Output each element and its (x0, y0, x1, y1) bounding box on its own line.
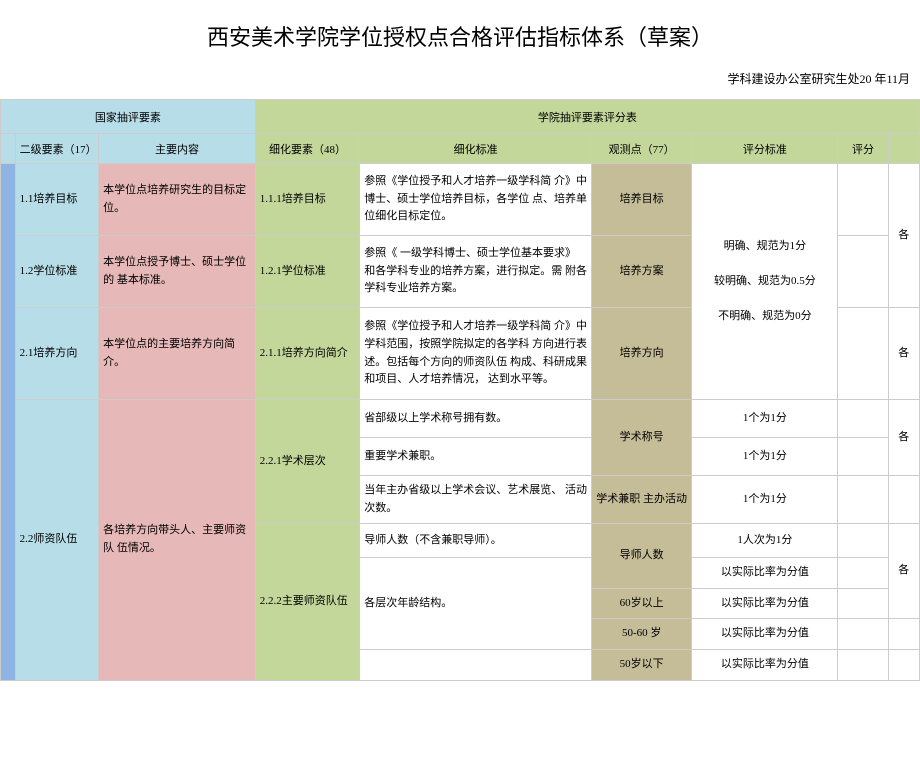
cell-score (838, 236, 888, 308)
cell-score-std: 1个为1分 (692, 400, 838, 438)
cell-content: 本学位点的主要培养方向简介。 (99, 308, 256, 400)
cell-lvl2: 2.1培养方向 (15, 308, 99, 400)
cell-std: 各层次年龄结构。 (360, 558, 592, 650)
hdr-lvl2: 二级要素（17） (15, 134, 99, 164)
table-row: 2.2师资队伍 各培养方向带头人、主要师资队 伍情况。 2.2.1学术层次 省部… (1, 400, 920, 438)
cell-obs: 50-60 岁 (592, 619, 692, 650)
hdr-score-std: 评分标准 (692, 134, 838, 164)
hdr-lvl1 (1, 134, 16, 164)
cell-std: 当年主办省级以上学术会议、艺术展览、 活动次数。 (360, 476, 592, 524)
hdr-trail (888, 134, 919, 164)
table-row: 1.1培养目标 本学位点培养研究生的目标定 位。 1.1.1培养目标 参照《学位… (1, 164, 920, 236)
cell-detail: 2.2.1学术层次 (255, 400, 359, 524)
cell-obs: 学术兼职 主办活动 (592, 476, 692, 524)
table-header-sub: 二级要素（17） 主要内容 细化要素（48） 细化标准 观测点（77） 评分标准… (1, 134, 920, 164)
cell-score (838, 524, 888, 558)
cell-trail (888, 649, 919, 680)
cell-score (838, 308, 888, 400)
hdr-detail-std: 细化标准 (360, 134, 592, 164)
cell-detail: 2.1.1培养方向简介 (255, 308, 359, 400)
cell-score (838, 164, 888, 236)
cell-content: 本学位点授予博士、硕士学位的 基本标准。 (99, 236, 256, 308)
cell-content: 各培养方向带头人、主要师资队 伍情况。 (99, 400, 256, 681)
hdr-college: 学院抽评要素评分表 (255, 100, 919, 134)
cell-std: 重要学术兼职。 (360, 438, 592, 476)
cell-score-std: 以实际比率为分值 (692, 619, 838, 650)
cell-score-std: 以实际比率为分值 (692, 558, 838, 589)
cell-trail: 各 (888, 164, 919, 308)
cell-obs: 学术称号 (592, 400, 692, 476)
cell-score-std: 1个为1分 (692, 476, 838, 524)
cell-std: 参照《 一级学科博士、硕士学位基本要求》 和各学科专业的培养方案，进行拟定。需 … (360, 236, 592, 308)
cell-trail: 各 (888, 400, 919, 476)
cell-lvl2: 1.1培养目标 (15, 164, 99, 236)
cell-score (838, 619, 888, 650)
cell-score (838, 558, 888, 589)
cell-lvl1 (1, 164, 16, 681)
cell-content: 本学位点培养研究生的目标定 位。 (99, 164, 256, 236)
cell-score-std: 明确、规范为1分 较明确、规范为0.5分 不明确、规范为0分 (692, 164, 838, 400)
cell-std (360, 649, 592, 680)
cell-score-std: 以实际比率为分值 (692, 649, 838, 680)
cell-lvl2: 2.2师资队伍 (15, 400, 99, 681)
cell-std: 导师人数（不含兼职导师）。 (360, 524, 592, 558)
cell-score (838, 649, 888, 680)
evaluation-table: 国家抽评要素 学院抽评要素评分表 二级要素（17） 主要内容 细化要素（48） … (0, 99, 920, 681)
cell-trail (888, 476, 919, 524)
cell-std: 省部级以上学术称号拥有数。 (360, 400, 592, 438)
page-title: 西安美术学院学位授权点合格评估指标体系（草案） (0, 20, 920, 52)
cell-obs: 50岁以下 (592, 649, 692, 680)
cell-obs: 培养方向 (592, 308, 692, 400)
page-subtitle: 学科建设办公室研究生处20 年11月 (0, 70, 920, 87)
table-header-top: 国家抽评要素 学院抽评要素评分表 (1, 100, 920, 134)
cell-trail: 各 (888, 524, 919, 619)
hdr-score: 评分 (838, 134, 888, 164)
cell-detail: 2.2.2主要师资队伍 (255, 524, 359, 680)
cell-score-std: 以实际比率为分值 (692, 588, 838, 619)
cell-trail: 各 (888, 308, 919, 400)
cell-obs: 导师人数 (592, 524, 692, 589)
hdr-detail: 细化要素（48） (255, 134, 359, 164)
cell-score (838, 438, 888, 476)
cell-score-std: 1人次为1分 (692, 524, 838, 558)
cell-score (838, 400, 888, 438)
cell-detail: 1.1.1培养目标 (255, 164, 359, 236)
cell-score (838, 588, 888, 619)
cell-score (838, 476, 888, 524)
cell-std: 参照《学位授予和人才培养一级学科简 介》中博士、硕士学位培养目标，各学位 点、培… (360, 164, 592, 236)
hdr-content: 主要内容 (99, 134, 256, 164)
cell-trail (888, 619, 919, 650)
cell-detail: 1.2.1学位标准 (255, 236, 359, 308)
cell-std: 参照《学位授予和人才培养一级学科简 介》中学科范围，按照学院拟定的各学科 方向进… (360, 308, 592, 400)
hdr-national: 国家抽评要素 (1, 100, 256, 134)
cell-lvl2: 1.2学位标准 (15, 236, 99, 308)
cell-obs: 培养方案 (592, 236, 692, 308)
hdr-obs: 观测点（77） (592, 134, 692, 164)
cell-obs: 培养目标 (592, 164, 692, 236)
cell-obs: 60岁以上 (592, 588, 692, 619)
cell-score-std: 1个为1分 (692, 438, 838, 476)
